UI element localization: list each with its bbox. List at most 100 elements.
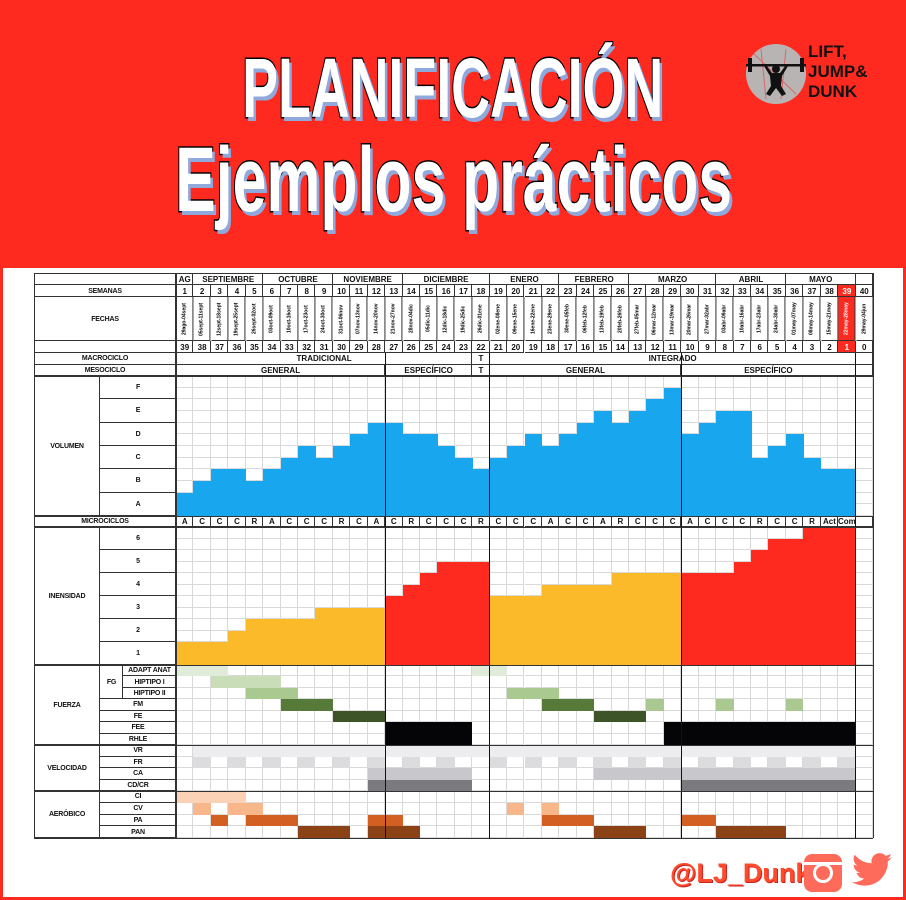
week-number[interactable]: 39 <box>838 285 856 297</box>
grid-cell <box>856 676 873 687</box>
instagram-icon[interactable] <box>804 854 842 892</box>
grid-cell <box>437 434 454 446</box>
week-number[interactable]: 14 <box>403 285 420 297</box>
grid-cell <box>803 411 820 423</box>
macrocycle-cell: INTEGRADO <box>490 353 856 365</box>
week-number[interactable]: 25 <box>594 285 611 297</box>
twitter-icon[interactable] <box>850 852 894 892</box>
grid-cell <box>472 411 489 423</box>
intensity-level-label: 6 <box>100 527 176 550</box>
week-number[interactable]: 20 <box>507 285 524 297</box>
week-number[interactable]: 26 <box>612 285 629 297</box>
week-number[interactable]: 10 <box>333 285 350 297</box>
week-number[interactable]: 21 <box>525 285 542 297</box>
week-number[interactable]: 3 <box>211 285 228 297</box>
intensity-bar <box>332 607 351 665</box>
week-number[interactable]: 11 <box>350 285 367 297</box>
week-number[interactable]: 1 <box>176 285 193 297</box>
volume-bar <box>576 422 595 516</box>
grid-cell <box>455 434 472 446</box>
grid-cell <box>211 826 228 838</box>
grid-cell <box>350 791 367 803</box>
week-number[interactable]: 27 <box>629 285 646 297</box>
week-number[interactable]: 18 <box>472 285 489 297</box>
grid-cell <box>298 527 315 539</box>
grid-cell <box>315 399 332 411</box>
week-number[interactable]: 29 <box>664 285 681 297</box>
week-number[interactable]: 31 <box>699 285 716 297</box>
grid-cell <box>246 699 263 710</box>
week-number[interactable]: 9 <box>315 285 332 297</box>
section-divider <box>34 744 873 746</box>
week-number[interactable]: 40 <box>856 285 873 297</box>
grid-cell <box>786 791 803 803</box>
week-dates: 26dic-01ene <box>472 297 489 341</box>
grid-cell <box>472 803 489 815</box>
week-number[interactable]: 5 <box>246 285 263 297</box>
week-number[interactable]: 28 <box>646 285 663 297</box>
grid-cell <box>246 527 263 539</box>
weeks-remaining: 21 <box>490 341 507 353</box>
week-number[interactable]: 8 <box>298 285 315 297</box>
grid-cell <box>768 699 785 710</box>
week-number[interactable]: 36 <box>786 285 803 297</box>
intensity-bar <box>489 596 508 665</box>
week-number[interactable]: 2 <box>193 285 210 297</box>
grid-cell <box>734 815 751 827</box>
week-number[interactable]: 19 <box>490 285 507 297</box>
grid-cell <box>385 399 402 411</box>
grid-cell <box>751 434 768 446</box>
grid-cell <box>525 376 542 388</box>
week-number[interactable]: 32 <box>716 285 733 297</box>
grid-cell <box>350 573 367 585</box>
grid-cell <box>507 562 524 574</box>
grid-cell <box>768 423 785 435</box>
grid-cell <box>333 803 350 815</box>
grid-cell <box>716 539 733 551</box>
week-number[interactable]: 4 <box>228 285 245 297</box>
week-number[interactable]: 24 <box>577 285 594 297</box>
weeks-remaining: 28 <box>368 341 385 353</box>
grid-cell <box>211 585 228 597</box>
week-number[interactable]: 16 <box>437 285 454 297</box>
intensity-bar <box>541 584 560 665</box>
grid-cell <box>629 539 646 551</box>
weeks-remaining: 14 <box>612 341 629 353</box>
grid-cell <box>333 676 350 687</box>
grid-cell <box>751 527 768 539</box>
week-number[interactable]: 22 <box>542 285 559 297</box>
intensity-bar <box>698 573 717 665</box>
week-dates: 05dic-11dic <box>420 297 437 341</box>
week-number[interactable]: 23 <box>559 285 576 297</box>
microcycle-cell: R <box>612 516 629 527</box>
week-number[interactable]: 33 <box>734 285 751 297</box>
week-number[interactable]: 17 <box>455 285 472 297</box>
week-number[interactable]: 13 <box>385 285 402 297</box>
grid-cell <box>646 562 663 574</box>
week-number[interactable]: 6 <box>263 285 280 297</box>
velocidad-row-label: CD/CR <box>100 779 176 791</box>
grid-cell <box>542 411 559 423</box>
intensity-bar <box>176 642 194 665</box>
grid-cell <box>699 826 716 838</box>
week-number[interactable]: 34 <box>751 285 768 297</box>
week-number[interactable]: 38 <box>821 285 838 297</box>
week-number[interactable]: 15 <box>420 285 437 297</box>
grid-cell <box>176 376 193 388</box>
grid-cell <box>751 446 768 458</box>
aerobico-block <box>594 826 647 838</box>
week-dates: 29may-04jun <box>856 297 873 341</box>
grid-cell <box>211 388 228 400</box>
week-number[interactable]: 12 <box>368 285 385 297</box>
grid-cell <box>472 423 489 435</box>
grid-cell <box>681 688 698 699</box>
week-number[interactable]: 7 <box>281 285 298 297</box>
week-number[interactable]: 30 <box>681 285 698 297</box>
week-number[interactable]: 35 <box>768 285 785 297</box>
intensity-bar <box>297 619 316 665</box>
section-divider <box>34 526 873 528</box>
social-handle[interactable]: @LJ_Dunk <box>670 858 811 888</box>
grid-cell <box>490 446 507 458</box>
week-number[interactable]: 37 <box>803 285 820 297</box>
weeks-remaining: 30 <box>333 341 350 353</box>
